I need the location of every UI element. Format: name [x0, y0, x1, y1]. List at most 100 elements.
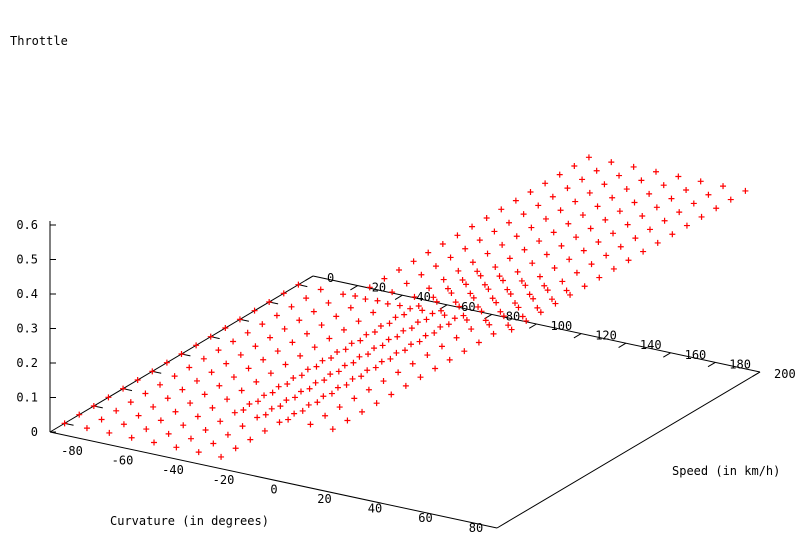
data-point [222, 325, 229, 331]
x-axis-label: Curvature (in degrees) [110, 514, 269, 528]
data-point [409, 360, 416, 367]
data-point [305, 401, 312, 408]
data-point [380, 378, 387, 385]
data-point [548, 296, 555, 303]
data-point [157, 417, 164, 424]
data-point [408, 341, 415, 348]
data-point [291, 410, 298, 417]
data-point [239, 423, 246, 430]
data-point [120, 385, 127, 392]
data-point [646, 190, 653, 197]
y-tick-mark [350, 285, 358, 291]
data-point [357, 337, 364, 344]
data-point [537, 309, 544, 316]
data-point [558, 242, 565, 249]
z-tick-label: 0.1 [16, 391, 38, 405]
data-point [149, 368, 156, 375]
data-point [252, 343, 259, 350]
data-point [418, 271, 425, 278]
data-point [374, 297, 381, 304]
data-point [451, 315, 458, 322]
data-point [61, 420, 68, 427]
data-point [411, 293, 418, 300]
data-point [683, 222, 690, 229]
data-point [318, 322, 325, 329]
data-point [646, 226, 653, 233]
data-point [320, 393, 327, 400]
data-point [543, 251, 550, 258]
y-tick-mark [394, 294, 403, 300]
data-point [534, 304, 541, 311]
data-point [410, 258, 417, 265]
data-point [523, 317, 530, 324]
data-point [608, 159, 615, 166]
data-point [392, 314, 399, 321]
data-point [193, 342, 200, 349]
data-point [529, 260, 536, 267]
data-point [365, 351, 372, 358]
y-tick-label: 180 [729, 357, 751, 371]
data-point [120, 421, 127, 428]
data-point [551, 264, 558, 271]
data-point [579, 212, 586, 219]
y-tick-mark [528, 323, 537, 329]
y-tick-mark [573, 333, 582, 339]
data-point [389, 289, 396, 296]
data-point [512, 197, 519, 204]
data-point [268, 405, 275, 412]
data-point [187, 435, 194, 442]
data-point [419, 307, 426, 314]
data-point [187, 400, 194, 407]
data-point [504, 286, 511, 293]
data-point [310, 308, 317, 315]
data-point [588, 261, 595, 268]
data-point [267, 370, 274, 377]
data-point [469, 259, 476, 266]
data-point [518, 277, 525, 284]
z-axis-label: Throttle [10, 34, 68, 48]
data-point [515, 304, 522, 311]
data-point [609, 194, 616, 201]
data-point [463, 281, 470, 288]
data-point [520, 211, 527, 218]
data-point [610, 230, 617, 237]
y-tick-label: 80 [506, 309, 520, 323]
data-point [381, 275, 388, 282]
data-point [173, 444, 180, 451]
data-point [325, 299, 332, 306]
data-point [366, 284, 373, 291]
data-point [202, 427, 209, 433]
data-point [135, 412, 142, 419]
axis-ticks: 0 0.1 0.2 0.3 0.4 0.5 0.6 -80 -60 -40 -20 0 20 40 60 80… [16, 218, 795, 535]
y-tick-mark [663, 352, 671, 358]
data-point [489, 295, 496, 302]
data-point [329, 426, 336, 433]
x-tick-label: -40 [162, 463, 184, 477]
data-point [386, 320, 393, 327]
data-point [639, 212, 646, 219]
data-point [550, 229, 557, 236]
data-point [425, 249, 432, 256]
data-point [491, 228, 498, 235]
data-point [352, 292, 359, 299]
data-point [445, 321, 452, 328]
y-axis-line [496, 371, 761, 529]
data-point [492, 264, 499, 271]
y-tick-label: 120 [595, 329, 617, 343]
data-point [298, 372, 305, 379]
data-point [432, 365, 439, 372]
data-point [522, 282, 529, 289]
data-point [236, 316, 243, 323]
data-point [456, 303, 463, 310]
data-point [402, 382, 409, 389]
data-point [165, 430, 172, 437]
data-point [134, 377, 141, 383]
data-point [304, 366, 311, 373]
data-point [370, 309, 377, 316]
data-point [255, 398, 262, 405]
data-point [291, 394, 298, 401]
data-point [601, 181, 608, 188]
data-point [508, 326, 515, 333]
data-point [640, 248, 647, 255]
y-tick-label: 0 [327, 271, 334, 285]
